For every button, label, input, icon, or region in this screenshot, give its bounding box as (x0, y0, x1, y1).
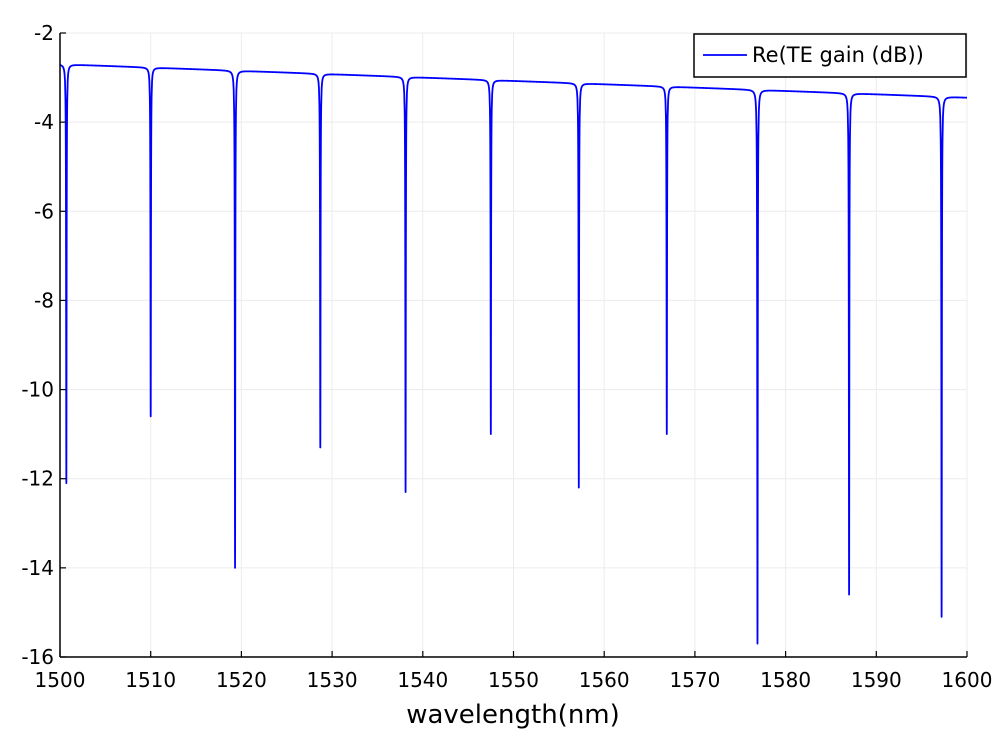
x-axis-title: wavelength(nm) (406, 700, 620, 730)
y-tick-label: -10 (21, 378, 54, 402)
x-tick-label: 1500 (35, 668, 86, 692)
x-tick-label: 1580 (760, 668, 811, 692)
x-tick-label: 1550 (488, 668, 539, 692)
x-tick-label: 1560 (579, 668, 630, 692)
x-tick-label: 1590 (851, 668, 902, 692)
y-tick-label: -8 (34, 288, 54, 312)
series-group (59, 64, 968, 645)
series-line (59, 64, 968, 645)
y-tick-label: -2 (34, 21, 54, 45)
legend: Re(TE gain (dB)) (693, 33, 967, 78)
legend-label: Re(TE gain (dB)) (752, 43, 924, 67)
x-tick-label: 1510 (125, 668, 176, 692)
y-tick-label: -16 (21, 645, 54, 669)
y-tick-label: -12 (21, 467, 54, 491)
axes (59, 32, 968, 658)
y-tick-label: -14 (21, 556, 54, 580)
x-tick-label: 1570 (669, 668, 720, 692)
y-tick-label: -4 (34, 110, 54, 134)
x-tick-label: 1600 (942, 668, 993, 692)
x-tick-label: 1530 (307, 668, 358, 692)
tick-labels: 1500 1510 1520 1530 1540 1550 1560 1570 1580 1590… (21, 21, 992, 692)
x-tick-label: 1540 (397, 668, 448, 692)
y-tick-label: -6 (34, 199, 54, 223)
x-tick-label: 1520 (216, 668, 267, 692)
